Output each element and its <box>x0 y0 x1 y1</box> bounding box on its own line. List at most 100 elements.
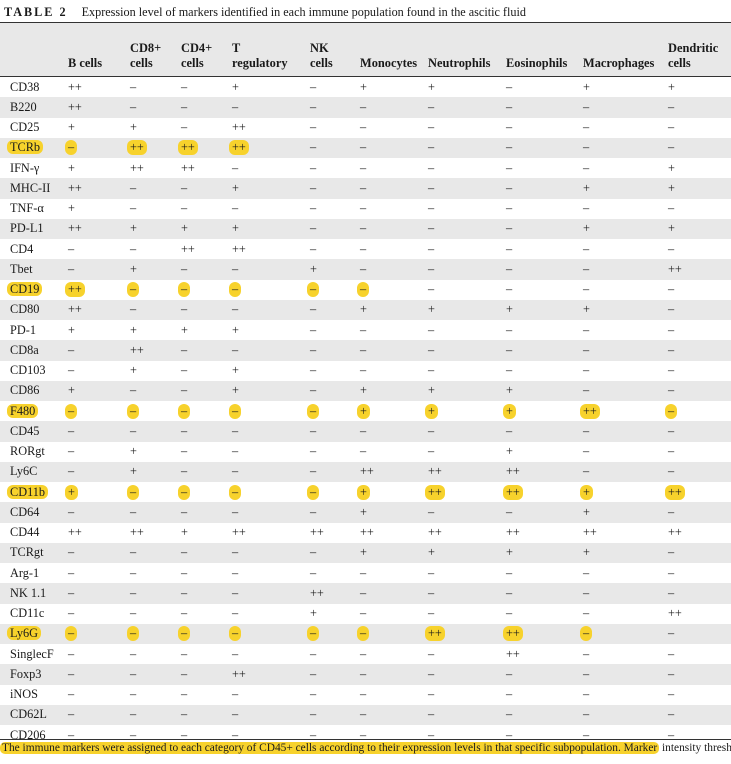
expression-value: – <box>310 727 317 742</box>
expression-value: – <box>360 99 367 114</box>
table-row: Tbet – + – – + – – – – ++ <box>0 259 731 280</box>
expression-value: ++ <box>181 241 195 256</box>
expression-value: – <box>668 201 675 216</box>
marker-name: Ly6C <box>10 464 38 479</box>
expression-value: – <box>232 160 239 175</box>
expression-value: + <box>232 383 239 398</box>
expression-value: – <box>506 423 513 438</box>
expression-value: – <box>181 464 188 479</box>
expression-value: – <box>232 687 239 702</box>
expression-value: + <box>506 545 513 560</box>
table-row: IFN-γ + ++ ++ – – – – – – + <box>0 158 731 178</box>
marker-name: CD11b <box>7 484 49 499</box>
table-row: Arg-1 – – – – – – – – – – <box>0 563 731 583</box>
marker-name: CD11c <box>10 606 45 621</box>
expression-value: – <box>583 363 590 378</box>
expression-value: – <box>65 140 78 156</box>
footnote-highlighted-text: The immune markers were assigned to each… <box>0 742 660 754</box>
expression-value: – <box>668 727 675 742</box>
expression-value: – <box>506 363 513 378</box>
expression-value: + <box>181 525 188 540</box>
expression-value: – <box>310 221 317 236</box>
expression-value: – <box>232 444 239 459</box>
expression-value: – <box>232 585 239 600</box>
expression-value: – <box>583 342 590 357</box>
expression-value: + <box>506 383 513 398</box>
expression-value: – <box>428 322 435 337</box>
marker-name: NK 1.1 <box>10 585 47 600</box>
expression-value: – <box>130 727 137 742</box>
table-label: TABLE 2 <box>4 5 68 19</box>
expression-value: ++ <box>130 342 144 357</box>
expression-value: ++ <box>68 525 82 540</box>
expression-value: + <box>428 302 435 317</box>
expression-value: – <box>428 282 435 297</box>
expression-value: – <box>428 201 435 216</box>
table-row: F480– – – – – + + + ++ – <box>0 401 731 421</box>
expression-value: + <box>130 120 137 135</box>
marker-name: CD45 <box>10 423 40 438</box>
expression-value: – <box>68 666 75 681</box>
marker-name: CD206 <box>10 727 46 742</box>
marker-name: CD64 <box>10 504 40 519</box>
expression-value: – <box>428 261 435 276</box>
expression-value: – <box>665 403 678 419</box>
expression-value: + <box>68 322 75 337</box>
expression-value: – <box>307 626 320 642</box>
expression-value: – <box>232 727 239 742</box>
expression-value: – <box>428 585 435 600</box>
expression-value: – <box>232 99 239 114</box>
expression-value: – <box>360 646 367 661</box>
table-row: CD64 – – – – – + – – + – <box>0 502 731 523</box>
expression-value: + <box>130 464 137 479</box>
marker-name: iNOS <box>10 687 39 702</box>
expression-value: – <box>506 322 513 337</box>
table-row: CD8a – ++ – – – – – – – – <box>0 340 731 361</box>
table-row: TCRb – ++ ++ ++ – – – – – – <box>0 137 731 158</box>
expression-value: + <box>65 484 78 500</box>
expression-value: – <box>181 99 188 114</box>
expression-value: – <box>506 221 513 236</box>
expression-value: – <box>357 626 370 642</box>
table-row: CD11b + – – – – + ++ ++ + ++ <box>0 482 731 502</box>
expression-value: – <box>130 646 137 661</box>
expression-value: – <box>583 322 590 337</box>
expression-value: – <box>310 707 317 722</box>
expression-value: ++ <box>360 464 374 479</box>
expression-value: – <box>506 342 513 357</box>
expression-value: + <box>68 160 75 175</box>
expression-value: + <box>232 363 239 378</box>
expression-value: + <box>130 444 137 459</box>
table-row: CD19 ++ – – – – – – – – – <box>0 280 731 300</box>
expression-value: – <box>506 160 513 175</box>
expression-value: – <box>310 140 317 155</box>
expression-value: – <box>310 120 317 135</box>
expression-value: – <box>360 322 367 337</box>
expression-value: – <box>428 241 435 256</box>
table-row: B220 ++ – – – – – – – – – <box>0 97 731 118</box>
expression-value: – <box>181 585 188 600</box>
expression-value: – <box>307 282 320 298</box>
expression-value: – <box>428 504 435 519</box>
table-row: NK 1.1 – – – – ++ – – – – – <box>0 583 731 604</box>
expression-value: – <box>357 282 370 298</box>
table-title: Expression level of markers identified i… <box>81 5 526 19</box>
expression-value: – <box>668 585 675 600</box>
expression-value: – <box>310 545 317 560</box>
expression-value: + <box>360 79 367 94</box>
expression-value: – <box>580 626 593 642</box>
expression-value: – <box>130 606 137 621</box>
expression-value: ++ <box>65 282 85 298</box>
table-footnote: The immune markers were assigned to each… <box>0 741 731 764</box>
expression-value: ++ <box>127 140 147 156</box>
expression-value: ++ <box>665 484 685 500</box>
expression-value: – <box>310 504 317 519</box>
column-header: Macrophages <box>583 56 655 70</box>
expression-value: – <box>668 565 675 580</box>
expression-value: – <box>360 727 367 742</box>
expression-value: – <box>310 180 317 195</box>
expression-value: – <box>428 646 435 661</box>
expression-value: ++ <box>503 484 523 500</box>
table-row: CD86 + – – + – + + + – – <box>0 380 731 401</box>
expression-value: + <box>360 504 367 519</box>
